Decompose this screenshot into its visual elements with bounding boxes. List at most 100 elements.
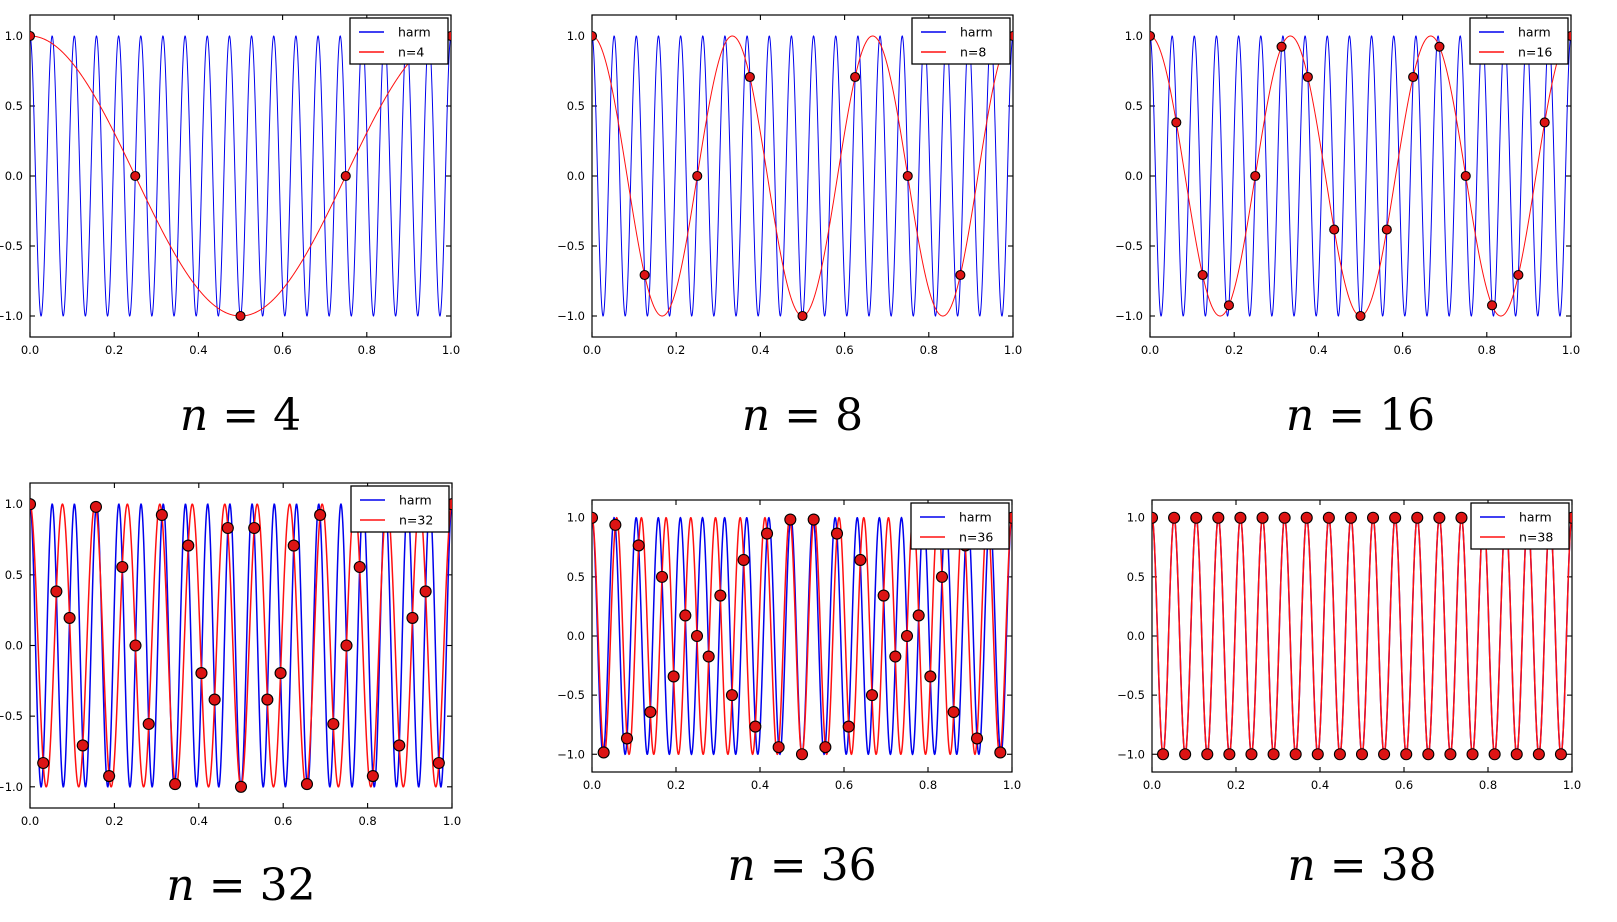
svg-text:−1.0: −1.0 <box>0 309 23 323</box>
svg-text:0.4: 0.4 <box>1309 343 1327 357</box>
chart-svg-n38: 0.0 0.2 0.4 0.6 0.8 1.0 1.0 0.5 0.0 −0.5 −1.0 harm n… <box>1117 499 1581 792</box>
legend: harm n=4 <box>349 17 449 65</box>
svg-text:1.0: 1.0 <box>1125 29 1143 43</box>
svg-text:0.2: 0.2 <box>1225 343 1243 357</box>
svg-text:0.0: 0.0 <box>21 343 39 357</box>
svg-text:0.0: 0.0 <box>5 169 23 183</box>
tick-labels: 0.0 0.2 0.4 0.6 0.8 1.0 1.0 0.5 0.0 −0.5 −1.0 <box>1115 29 1580 357</box>
caption-variable: n <box>741 390 771 441</box>
legend-label: harm <box>399 493 432 508</box>
chart-n8-plot: 0.0 0.2 0.4 0.6 0.8 1.0 1.0 0.5 0.0 −0.5 −1.0 harm n… <box>544 1 1031 371</box>
chart-n16-plot: 0.0 0.2 0.4 0.6 0.8 1.0 1.0 0.5 0.0 −0.5 −1.0 harm n… <box>1102 1 1589 371</box>
legend: harm n=38 <box>1470 502 1570 550</box>
chart-svg-n16: 0.0 0.2 0.4 0.6 0.8 1.0 1.0 0.5 0.0 −0.5 −1.0 harm n… <box>1115 14 1580 357</box>
legend-label: n=32 <box>399 513 433 528</box>
svg-text:0.8: 0.8 <box>358 343 376 357</box>
legend: harm n=16 <box>1469 17 1569 65</box>
svg-text:0.8: 0.8 <box>358 814 376 828</box>
svg-text:1.0: 1.0 <box>1127 511 1145 525</box>
legend-label: n=16 <box>1518 45 1552 60</box>
svg-text:0.4: 0.4 <box>190 814 208 828</box>
svg-text:0.6: 0.6 <box>835 778 853 792</box>
svg-text:0.6: 0.6 <box>835 343 853 357</box>
svg-text:0.2: 0.2 <box>105 343 123 357</box>
svg-text:0.5: 0.5 <box>5 568 23 582</box>
svg-text:0.0: 0.0 <box>21 814 39 828</box>
svg-text:1.0: 1.0 <box>1004 343 1022 357</box>
chart-svg-n4: 0.0 0.2 0.4 0.6 0.8 1.0 1.0 0.5 0.0 −0.5 −1.0 harm n… <box>0 14 460 357</box>
svg-text:0.8: 0.8 <box>1479 778 1497 792</box>
sample-points <box>1150 30 1571 322</box>
svg-text:0.2: 0.2 <box>1227 778 1245 792</box>
caption-equals: = <box>1328 390 1366 441</box>
svg-text:0.2: 0.2 <box>667 778 685 792</box>
svg-text:1.0: 1.0 <box>5 497 23 511</box>
chart-svg-n36: 0.0 0.2 0.4 0.6 0.8 1.0 1.0 0.5 0.0 −0.5 −1.0 harm n… <box>557 499 1021 792</box>
chart-n4-plot: 0.0 0.2 0.4 0.6 0.8 1.0 1.0 0.5 0.0 −0.5 −1.0 harm n… <box>0 1 469 371</box>
svg-text:−1.0: −1.0 <box>1115 309 1143 323</box>
caption-variable: n <box>1287 840 1316 891</box>
caption-value: 16 <box>1379 390 1436 441</box>
legend-label: harm <box>398 25 431 40</box>
tick-labels: 0.0 0.2 0.4 0.6 0.8 1.0 1.0 0.5 0.0 −0.5 −1.0 <box>557 29 1022 357</box>
svg-text:1.0: 1.0 <box>5 29 23 43</box>
legend-label: harm <box>1518 25 1551 40</box>
svg-text:0.6: 0.6 <box>273 343 291 357</box>
svg-text:0.8: 0.8 <box>1478 343 1496 357</box>
svg-text:1.0: 1.0 <box>1003 778 1021 792</box>
caption-equals: = <box>208 860 246 911</box>
svg-text:−1.0: −1.0 <box>0 780 23 794</box>
axes-frame <box>591 14 1014 338</box>
caption-n8: n = 8 <box>592 390 1013 441</box>
caption-n16: n = 16 <box>1150 390 1571 441</box>
caption-value: 4 <box>273 390 302 441</box>
axes-frame <box>1149 14 1572 338</box>
chart-n36-plot: 0.0 0.2 0.4 0.6 0.8 1.0 1.0 0.5 0.0 −0.5 −1.0 harm n… <box>544 486 1030 806</box>
tick-labels: 0.0 0.2 0.4 0.6 0.8 1.0 1.0 0.5 0.0 −0.5 −1.0 <box>0 497 461 828</box>
svg-text:0.5: 0.5 <box>5 99 23 113</box>
caption-equals: = <box>1329 840 1367 891</box>
caption-equals: = <box>222 390 260 441</box>
legend-label: n=38 <box>1519 530 1553 545</box>
tick-labels: 0.0 0.2 0.4 0.6 0.8 1.0 1.0 0.5 0.0 −0.5 −1.0 <box>1117 511 1581 792</box>
sample-points <box>1152 511 1572 761</box>
svg-text:0.8: 0.8 <box>919 778 937 792</box>
svg-text:−0.5: −0.5 <box>0 709 23 723</box>
svg-text:−0.5: −0.5 <box>1115 239 1143 253</box>
caption-value: 8 <box>835 390 864 441</box>
svg-text:1.0: 1.0 <box>442 343 460 357</box>
legend-label: harm <box>959 510 992 525</box>
caption-n4: n = 4 <box>30 390 451 441</box>
legend-label: n=4 <box>398 45 424 60</box>
legend-label: n=36 <box>959 530 993 545</box>
legend-label: n=8 <box>960 45 986 60</box>
svg-text:−0.5: −0.5 <box>0 239 23 253</box>
tick-labels: 0.0 0.2 0.4 0.6 0.8 1.0 1.0 0.5 0.0 −0.5 −1.0 <box>557 511 1021 792</box>
tick-labels: 0.0 0.2 0.4 0.6 0.8 1.0 1.0 0.5 0.0 −0.5 −1.0 <box>0 29 460 357</box>
svg-text:1.0: 1.0 <box>1563 778 1581 792</box>
svg-text:0.6: 0.6 <box>1393 343 1411 357</box>
svg-text:0.5: 0.5 <box>1127 570 1145 584</box>
axis-ticks <box>1151 500 1573 772</box>
svg-text:0.6: 0.6 <box>274 814 292 828</box>
svg-text:0.4: 0.4 <box>1311 778 1329 792</box>
svg-text:−1.0: −1.0 <box>557 309 585 323</box>
svg-text:0.5: 0.5 <box>1125 99 1143 113</box>
svg-text:0.5: 0.5 <box>567 570 585 584</box>
svg-text:0.4: 0.4 <box>751 343 769 357</box>
svg-text:0.0: 0.0 <box>567 169 585 183</box>
svg-text:−0.5: −0.5 <box>1117 688 1145 702</box>
caption-n32: n = 32 <box>30 860 452 911</box>
caption-variable: n <box>166 860 195 911</box>
caption-value: 36 <box>820 840 877 891</box>
svg-text:0.4: 0.4 <box>751 778 769 792</box>
legend: harm n=32 <box>350 485 450 533</box>
axes-frame <box>29 14 452 338</box>
svg-text:0.0: 0.0 <box>583 778 601 792</box>
axes-frame <box>29 482 453 809</box>
legend-label: harm <box>1519 510 1552 525</box>
caption-value: 38 <box>1380 840 1437 891</box>
caption-n36: n = 36 <box>592 840 1012 891</box>
svg-text:0.5: 0.5 <box>567 99 585 113</box>
